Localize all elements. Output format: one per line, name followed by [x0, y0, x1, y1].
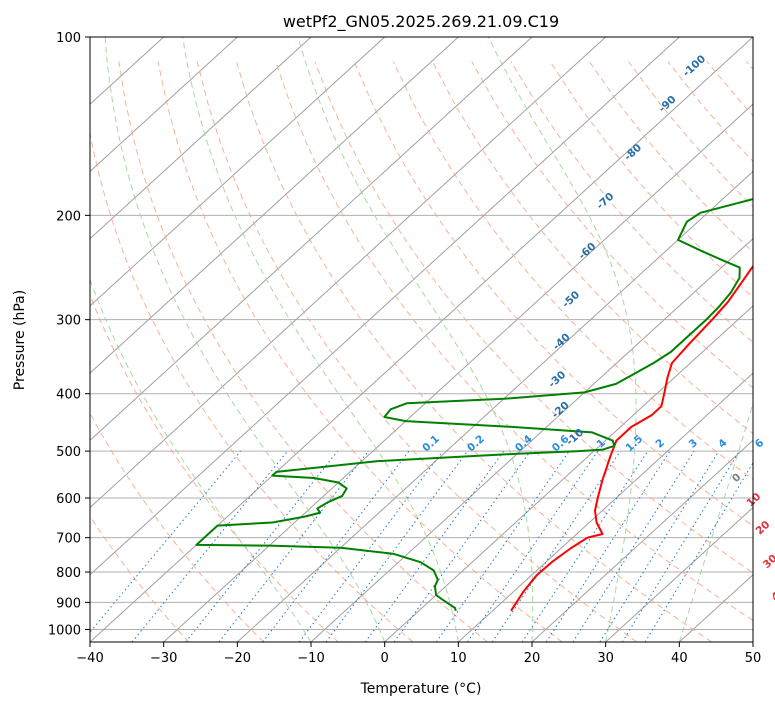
moist-adiabat-label: -20	[550, 399, 572, 421]
isotherm-line	[531, 439, 753, 642]
y-tick-label: 800	[56, 566, 81, 581]
moist-adiabat-label: -30	[546, 369, 568, 391]
x-axis-label: Temperature (°C)	[360, 681, 482, 697]
plot-frame	[89, 36, 754, 643]
isotherm-line	[90, 37, 680, 576]
x-tick-label: 20	[524, 651, 541, 666]
mixing-ratio-line	[298, 450, 444, 642]
dry-adiabat-line	[118, 61, 488, 642]
x-tick-label: 0	[381, 651, 389, 666]
isotherm-line	[90, 37, 533, 442]
dry-adiabat-label: 10	[744, 491, 763, 510]
mixing-ratio-line	[572, 450, 695, 642]
dry-adiabat-line	[353, 61, 753, 527]
x-tick-label: 30	[597, 651, 614, 666]
y-axis: 1000 900 800 700 600 500 400 300 200 100	[48, 31, 90, 638]
isotherm-line	[236, 170, 753, 642]
x-tick-label: 50	[745, 651, 762, 666]
moist-adiabat-label: -70	[594, 190, 616, 212]
dry-adiabat-line	[90, 412, 264, 642]
x-tick-label: −20	[224, 651, 251, 666]
moist-adiabat-line	[678, 401, 753, 642]
sounding-series	[195, 198, 753, 612]
mixing-ratio-label: 3	[687, 437, 700, 451]
mixing-ratio-label: 4	[716, 437, 729, 451]
dry-adiabat-label: 40	[769, 585, 775, 604]
isotherm-line	[90, 37, 459, 374]
moist-adiabat-label: -60	[576, 240, 598, 262]
isotherm-line	[90, 37, 753, 642]
isotherm-line	[384, 305, 753, 642]
dry-adiabat-label: 30	[761, 552, 775, 571]
mixing-ratio-line	[599, 450, 720, 642]
mixing-ratio-line	[131, 450, 288, 642]
moist-adiabat-line	[104, 37, 386, 642]
temperature-line	[510, 264, 753, 612]
moist-adiabat-line	[182, 37, 459, 642]
y-tick-label: 600	[56, 492, 81, 507]
moist-adiabat-label: -90	[656, 93, 678, 115]
moist-adiabat-label: -80	[622, 142, 644, 164]
isotherm-line	[457, 372, 753, 642]
isotherm-line	[163, 103, 753, 642]
x-axis: −40 −30 −20 −10 0 10 20 30 40 50	[76, 642, 761, 666]
y-tick-label: 900	[56, 596, 81, 611]
dry-adiabat-label: 20	[754, 519, 773, 538]
mixing-ratio-line	[467, 450, 599, 642]
y-tick-label: 500	[56, 445, 81, 460]
dry-adiabat-line	[392, 61, 753, 481]
isotherm-line	[605, 506, 753, 642]
isotherm-line	[90, 37, 386, 307]
y-tick-label: 1000	[48, 623, 81, 638]
x-tick-label: −10	[297, 651, 324, 666]
mixing-ratio-line	[185, 450, 338, 642]
mixing-ratio-label: 6	[753, 437, 766, 451]
dry-adiabat-line	[157, 61, 563, 642]
mixing-ratio-line	[521, 450, 649, 642]
background-lines	[90, 37, 753, 642]
dry-adiabat-line	[90, 130, 414, 642]
x-tick-label: 40	[671, 651, 688, 666]
isotherm-line	[752, 641, 753, 642]
y-tick-label: 400	[56, 388, 81, 403]
mixing-ratio-line	[491, 450, 621, 642]
moist-adiabat-label: -40	[551, 331, 573, 353]
y-axis-label: Pressure (hPa)	[12, 290, 28, 390]
y-tick-label: 700	[56, 532, 81, 547]
mixing-ratio-line	[644, 461, 753, 642]
moist-adiabat-line	[297, 37, 534, 642]
mixing-ratio-line	[393, 450, 531, 642]
mixing-ratio-line	[364, 450, 505, 642]
dewpoint-line	[195, 198, 753, 612]
dry-adiabat-line	[235, 61, 712, 642]
mixing-ratio-line	[545, 450, 671, 642]
dry-adiabat-line	[196, 61, 638, 642]
mixing-ratio-line	[621, 450, 740, 642]
moist-adiabat-line	[487, 37, 637, 642]
chart-title: wetPf2_GN05.2025.269.21.09.C19	[283, 12, 559, 32]
dry-adiabat-line	[667, 61, 753, 162]
dry-adiabat-line	[275, 61, 753, 622]
isotherm-line	[90, 37, 607, 509]
x-tick-label: −40	[76, 651, 103, 666]
dry-adiabat-line	[90, 515, 190, 642]
mixing-ratio-line	[436, 450, 570, 642]
mixing-ratio-label: 2	[653, 437, 666, 451]
isotherm-line	[310, 237, 753, 642]
y-tick-label: 100	[56, 31, 81, 46]
mixing-ratio-line	[325, 450, 468, 642]
moist-adiabat-label: -50	[560, 289, 582, 311]
dry-adiabat-line	[471, 61, 753, 389]
x-tick-label: 10	[450, 651, 467, 666]
isotherm-line	[90, 37, 312, 240]
y-tick-label: 300	[56, 314, 81, 329]
y-tick-label: 200	[56, 209, 81, 224]
moist-adiabat-label: -100	[681, 53, 708, 80]
isotherm-line	[90, 37, 238, 173]
dry-adiabat-line	[314, 61, 753, 574]
mixing-ratio-line	[90, 450, 242, 633]
moist-adiabat-line	[90, 278, 312, 642]
x-tick-label: −30	[150, 651, 177, 666]
